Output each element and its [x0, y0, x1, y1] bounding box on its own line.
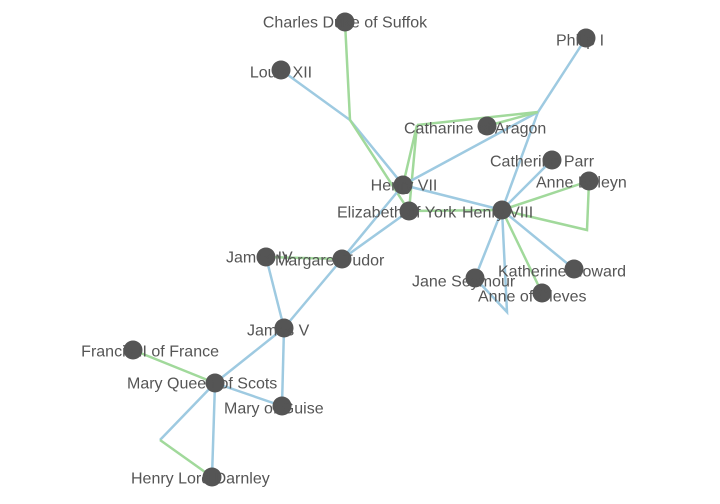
marriage-link-24	[132, 348, 216, 385]
node-catharine[interactable]	[477, 116, 497, 136]
node-label-james5: James V	[247, 323, 310, 340]
node-label-louis12: Louis XII	[250, 65, 312, 82]
node-henry7[interactable]	[393, 175, 413, 195]
parent-link-25	[159, 382, 216, 441]
parent-link-22	[280, 327, 286, 407]
node-label-darnley: Henry Lord Darnley	[131, 471, 270, 488]
node-label-cleves: Anne of Cleves	[478, 289, 587, 306]
node-james4[interactable]	[256, 247, 276, 267]
node-margaret[interactable]	[332, 249, 352, 269]
node-philip[interactable]	[576, 28, 596, 48]
node-boleyn[interactable]	[579, 171, 599, 191]
marriage-link-26	[159, 438, 213, 479]
node-darnley[interactable]	[202, 467, 222, 487]
parent-link-10	[341, 184, 404, 260]
node-label-maryqs: Mary Queen of Scots	[127, 376, 277, 393]
node-maryqs[interactable]	[205, 373, 225, 393]
parent-link-20	[474, 209, 509, 316]
parent-link-17	[501, 209, 575, 270]
parent-link-21	[214, 327, 285, 384]
node-guise[interactable]	[272, 396, 292, 416]
marriage-link-8	[408, 208, 503, 213]
parent-link-12	[264, 256, 286, 329]
marriage-link-11	[265, 255, 343, 261]
node-francis2[interactable]	[123, 340, 143, 360]
marriage-link-14	[501, 179, 590, 212]
node-label-howard: Katherine Howard	[498, 264, 626, 281]
node-howard[interactable]	[564, 259, 584, 279]
labels-layer: Charles Duke of Suffok Philip I Louis XII C…	[81, 15, 627, 488]
parent-link-7	[402, 183, 503, 212]
node-label-margaret: Margaret Tudor	[275, 253, 385, 270]
node-label-boleyn: Anne Boleyn	[536, 175, 627, 192]
marriage-link-18	[500, 209, 544, 294]
node-parr[interactable]	[542, 150, 562, 170]
node-label-philip: Philip I	[556, 33, 604, 50]
nodes-layer	[123, 12, 599, 487]
marriage-link-15	[501, 180, 591, 232]
node-label-james4: James IV	[226, 250, 293, 267]
parent-link-16	[501, 159, 553, 211]
node-label-francis2: Francis II of France	[81, 344, 219, 361]
node-seymour[interactable]	[465, 268, 485, 288]
node-cleves[interactable]	[532, 283, 552, 303]
parent-link-23	[214, 381, 283, 408]
node-elizabeth[interactable]	[399, 201, 419, 221]
parent-link-19	[473, 209, 504, 279]
node-label-parr: Catherine Parr	[490, 154, 595, 171]
node-henry8[interactable]	[492, 200, 512, 220]
links-layer	[132, 21, 591, 479]
parent-link-5	[500, 111, 540, 211]
parent-link-9	[341, 209, 410, 261]
node-label-elizabeth: Elizabeth of York	[337, 205, 457, 222]
node-label-catharine: Catharine of Aragon	[404, 121, 546, 138]
node-label-henry7: Henry VII	[371, 178, 438, 195]
node-james5[interactable]	[274, 318, 294, 338]
node-charles[interactable]	[335, 12, 355, 32]
parent-link-27	[210, 382, 217, 478]
node-label-seymour: Jane Seymour	[412, 274, 516, 291]
marriage-link-2	[401, 124, 419, 212]
marriage-link-1	[343, 21, 411, 212]
node-label-charles: Charles Duke of Suffok	[263, 15, 428, 32]
parent-link-0	[280, 68, 404, 186]
parent-link-13	[283, 258, 343, 329]
node-louis12[interactable]	[271, 60, 291, 80]
node-label-guise: Mary of Guise	[224, 401, 324, 418]
node-label-henry8: Henry VIII	[462, 205, 533, 222]
marriage-link-3	[416, 110, 539, 127]
